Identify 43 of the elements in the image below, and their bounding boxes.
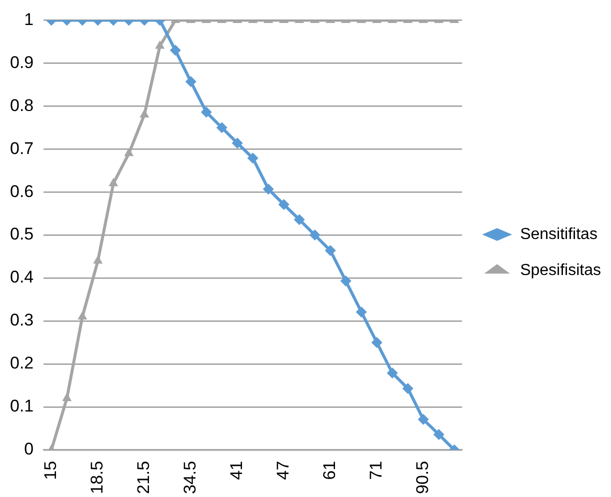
x-tick-label: 90.5 <box>413 460 432 494</box>
point <box>62 392 72 402</box>
point <box>232 138 243 149</box>
y-tick-label: 0.1 <box>10 396 34 416</box>
point <box>356 306 367 318</box>
point <box>170 44 181 56</box>
y-tick-label: 0.4 <box>10 268 34 287</box>
y-tick-label: 0 <box>24 440 34 459</box>
point <box>185 76 196 88</box>
point <box>247 152 258 164</box>
y-tick-label: 1 <box>24 10 34 29</box>
point <box>402 382 414 394</box>
y-tick-label: 0.3 <box>10 310 34 330</box>
point <box>278 199 290 210</box>
point <box>309 230 320 241</box>
point <box>78 311 88 320</box>
point <box>371 336 382 348</box>
legend-label: Spesifisitas <box>520 262 601 279</box>
point <box>324 245 336 256</box>
point <box>93 255 103 264</box>
y-tick-label: 0.7 <box>10 138 34 158</box>
x-tick-label: 21.5 <box>134 460 154 494</box>
y-tick-label: 0.2 <box>10 354 34 373</box>
point <box>200 106 212 118</box>
point <box>216 122 228 134</box>
legend-label: Sensitifitas <box>520 226 598 243</box>
x-tick-label: 47 <box>274 460 293 480</box>
point <box>262 184 274 195</box>
x-tick-label: 71 <box>366 460 386 480</box>
y-tick-label: 0.9 <box>10 52 34 72</box>
point <box>386 367 398 378</box>
point <box>294 214 305 226</box>
x-tick-label: 15 <box>41 460 60 480</box>
y-tick-label: 0.8 <box>10 96 34 115</box>
y-tick-label: 0.5 <box>10 224 34 244</box>
x-tick-label: 18.5 <box>88 460 107 494</box>
y-tick-label: 0.6 <box>10 182 34 201</box>
point <box>433 428 444 440</box>
x-tick-label: 41 <box>227 460 246 480</box>
x-tick-label: 61 <box>320 460 340 480</box>
point <box>418 414 429 425</box>
point <box>340 276 352 287</box>
x-tick-label: 34.5 <box>180 460 200 494</box>
